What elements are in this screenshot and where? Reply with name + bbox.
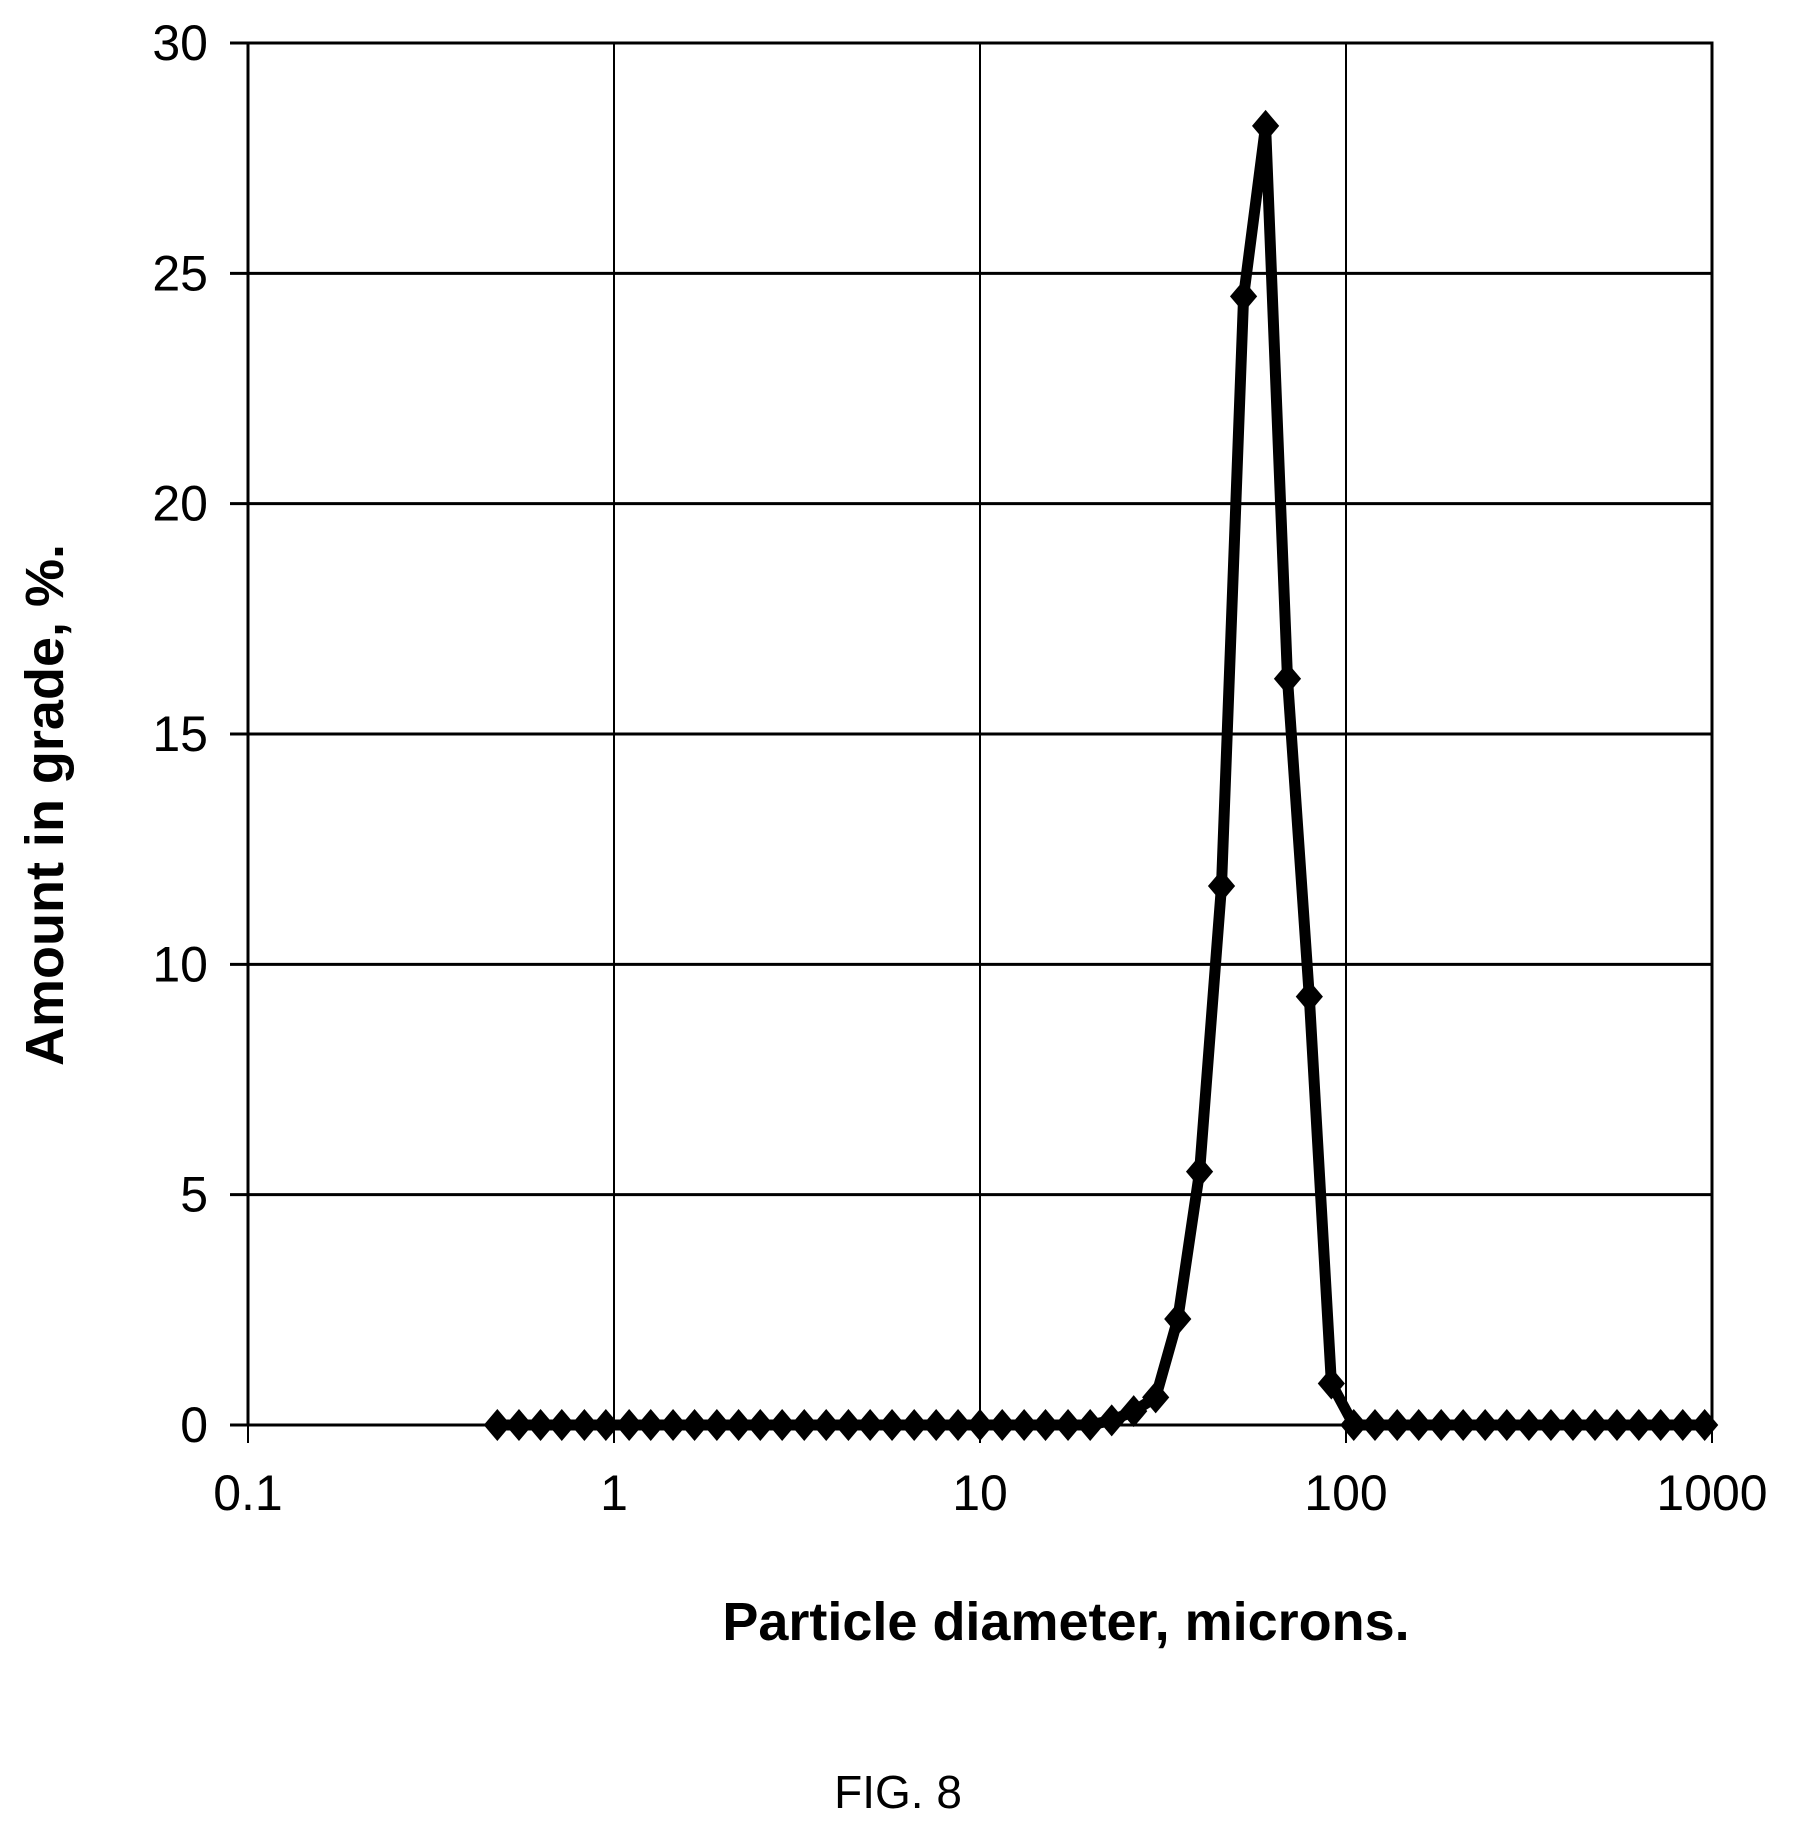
data-point [526,1409,555,1441]
data-point [1647,1409,1675,1441]
x-tick-label: 10 [952,1465,1008,1521]
y-tick-label: 5 [180,1167,208,1223]
data-point [988,1409,1016,1441]
data-point [1295,980,1323,1013]
data-point [1691,1409,1719,1441]
data-point [592,1409,620,1441]
data-point [768,1409,796,1441]
data-point [615,1409,643,1441]
data-point [1449,1409,1477,1441]
data-point [812,1409,840,1441]
grid-lines [230,41,1714,1443]
series-group [483,109,1719,1441]
data-point [1207,870,1236,903]
y-tick-label: 20 [152,476,208,532]
x-tick-label: 100 [1304,1465,1387,1521]
data-point [659,1409,687,1441]
data-point [1427,1409,1455,1441]
x-tick-label: 1000 [1656,1465,1767,1521]
data-point [790,1409,818,1441]
data-point [1229,280,1258,313]
data-point [1537,1409,1565,1441]
data-point [878,1409,906,1441]
data-point [1010,1409,1038,1441]
data-point [1317,1367,1345,1400]
y-tick-label: 10 [152,936,208,992]
data-point [1669,1409,1697,1441]
data-point [746,1409,774,1441]
data-point [1603,1409,1631,1441]
data-point [1185,1155,1214,1188]
data-point [834,1409,863,1441]
data-point [1361,1409,1389,1441]
data-point [570,1409,598,1441]
x-tick-label: 1 [600,1465,628,1521]
data-point [1076,1409,1104,1441]
data-point [725,1409,753,1441]
data-point [922,1409,950,1441]
data-point [1493,1409,1521,1441]
data-point [1625,1409,1653,1441]
y-tick-label: 15 [152,706,208,762]
data-point [1559,1409,1587,1441]
x-tick-label: 0.1 [213,1465,283,1521]
data-point [1031,1409,1060,1441]
data-point [1581,1409,1609,1441]
data-point [483,1409,511,1441]
data-point [548,1409,576,1441]
data-point [966,1409,994,1441]
data-point [703,1409,731,1441]
x-axis-ticks: 0.1 1 10 100 1000 [213,1465,1767,1521]
data-point [944,1409,972,1441]
data-point [505,1409,533,1441]
series-line [497,120,1705,1431]
data-point [1164,1303,1192,1336]
y-axis-ticks: 0 5 10 15 20 25 30 [152,15,208,1453]
data-point [1471,1409,1499,1441]
y-tick-label: 25 [152,245,208,301]
y-tick-label: 30 [152,15,208,71]
data-point [1383,1409,1411,1441]
data-point [1251,109,1280,142]
data-point [900,1409,928,1441]
data-point [1142,1381,1170,1414]
figure-caption: FIG. 8 [834,1766,962,1818]
data-point [1405,1409,1433,1441]
data-point [680,1409,709,1441]
y-tick-label: 0 [180,1397,208,1453]
data-point [1273,662,1302,695]
data-point [637,1409,665,1441]
data-point [1098,1404,1126,1437]
data-point [1515,1409,1543,1441]
data-point [1120,1395,1148,1428]
data-point [856,1409,884,1441]
y-axis-title: Amount in grade, %. [15,544,75,1066]
data-point [1340,1409,1368,1441]
data-point [1054,1409,1082,1441]
x-axis-title: Particle diameter, microns. [722,1592,1409,1652]
